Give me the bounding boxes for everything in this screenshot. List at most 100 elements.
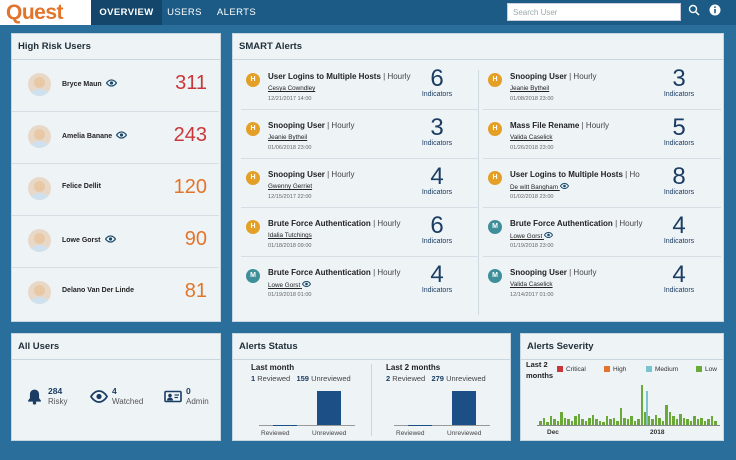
low-severity-bar[interactable] xyxy=(623,417,626,425)
low-severity-bar[interactable] xyxy=(574,416,577,425)
low-severity-bar[interactable] xyxy=(549,416,552,425)
low-severity-bar[interactable] xyxy=(560,412,563,425)
high-risk-user-row[interactable]: Amelia Banane 243 xyxy=(12,112,219,164)
info-icon[interactable] xyxy=(707,4,723,20)
low-severity-bar[interactable] xyxy=(605,416,608,425)
high-risk-user-row[interactable]: Felice Dellit 120 xyxy=(12,164,219,216)
low-severity-bar[interactable] xyxy=(658,417,661,425)
low-severity-bar[interactable] xyxy=(542,417,545,425)
high-risk-user-row[interactable]: Delano Van Der Linde 81 xyxy=(12,268,219,320)
watched-eye-icon[interactable] xyxy=(116,131,128,141)
low-severity-bar[interactable] xyxy=(679,413,682,425)
low-severity-bar[interactable] xyxy=(595,419,598,425)
low-severity-bar[interactable] xyxy=(567,419,570,425)
low-severity-bar[interactable] xyxy=(577,413,580,425)
user-name[interactable]: Bryce Maun xyxy=(62,79,117,89)
low-severity-bar[interactable] xyxy=(588,417,591,425)
user-name[interactable]: Delano Van Der Linde xyxy=(62,287,134,294)
watched-eye-icon[interactable] xyxy=(543,231,554,240)
alert-title[interactable]: Snooping User | Hourly xyxy=(268,170,355,179)
low-severity-bar[interactable] xyxy=(539,420,542,425)
legend-high[interactable]: High xyxy=(604,366,626,373)
search-icon[interactable] xyxy=(686,4,702,20)
low-severity-bar[interactable] xyxy=(665,405,668,425)
legend-low[interactable]: Low xyxy=(696,366,717,373)
tab-alerts[interactable]: ALERTS xyxy=(216,7,257,18)
reviewed-bar[interactable] xyxy=(273,424,297,425)
alert-title[interactable]: Brute Force Authentication | Hourly xyxy=(510,219,643,228)
user-name[interactable]: Amelia Banane xyxy=(62,131,128,141)
smart-alert-item[interactable]: M Brute Force Authentication | Hourly Lowe… xyxy=(483,209,721,257)
alert-user-link[interactable]: Jeanie Bytheil xyxy=(268,134,308,141)
watched-eye-icon[interactable] xyxy=(105,79,117,89)
low-severity-bar[interactable] xyxy=(612,417,615,425)
low-severity-bar[interactable] xyxy=(647,416,650,425)
alert-title[interactable]: User Logins to Multiple Hosts | Ho xyxy=(510,170,640,179)
alert-title[interactable]: Snooping User | Hourly xyxy=(510,72,597,81)
low-severity-bar[interactable] xyxy=(693,416,696,425)
low-severity-bar[interactable] xyxy=(675,419,678,425)
low-severity-bar[interactable] xyxy=(630,416,633,425)
alert-title[interactable]: Brute Force Authentication | Hourly xyxy=(268,219,401,228)
high-risk-user-row[interactable]: Lowe Gorst 90 xyxy=(12,216,219,268)
quest-logo[interactable]: Quest xyxy=(0,0,91,25)
low-severity-bar[interactable] xyxy=(546,422,549,425)
alert-user-link[interactable]: Valida Caselick xyxy=(510,134,553,141)
low-severity-bar[interactable] xyxy=(633,420,636,425)
low-severity-bar[interactable] xyxy=(609,419,612,425)
watched-eye-icon[interactable] xyxy=(104,235,116,245)
alert-title[interactable]: Snooping User | Hourly xyxy=(268,121,355,130)
alert-user-link[interactable]: De witt Bangham xyxy=(510,182,569,191)
alert-user-link[interactable]: Lowe Gorst xyxy=(268,280,312,289)
reviewed-bar[interactable] xyxy=(408,424,432,425)
low-severity-bar[interactable] xyxy=(651,419,654,425)
alert-title[interactable]: User Logins to Multiple Hosts | Hourly xyxy=(268,72,411,81)
low-severity-bar[interactable] xyxy=(682,417,685,425)
alert-user-link[interactable]: Cesya Cowndley xyxy=(268,85,316,92)
low-severity-bar[interactable] xyxy=(602,422,605,425)
low-severity-bar[interactable] xyxy=(700,417,703,425)
medium-severity-bar[interactable] xyxy=(645,390,648,425)
unreviewed-bar[interactable] xyxy=(317,391,341,425)
low-severity-bar[interactable] xyxy=(581,419,584,425)
low-severity-bar[interactable] xyxy=(591,415,594,425)
low-severity-bar[interactable] xyxy=(710,416,713,425)
low-severity-bar[interactable] xyxy=(619,407,622,425)
alert-title[interactable]: Mass File Rename | Hourly xyxy=(510,121,610,130)
alert-user-link[interactable]: Gwenny Gerriet xyxy=(268,183,313,190)
low-severity-bar[interactable] xyxy=(703,420,706,425)
alert-user-link[interactable]: Lowe Gorst xyxy=(510,231,554,240)
alert-user-link[interactable]: Idalia Tutchings xyxy=(268,232,312,239)
low-severity-bar[interactable] xyxy=(686,419,689,425)
search-input[interactable] xyxy=(507,3,681,21)
tab-users[interactable]: USERS xyxy=(167,7,202,18)
low-severity-bar[interactable] xyxy=(696,419,699,425)
low-severity-bar[interactable] xyxy=(626,419,629,425)
smart-alert-item[interactable]: M Brute Force Authentication | Hourly Lowe… xyxy=(241,258,479,306)
alert-title[interactable]: Brute Force Authentication | Hourly xyxy=(268,268,401,277)
low-severity-bar[interactable] xyxy=(556,420,559,425)
watched-eye-icon[interactable] xyxy=(559,182,569,191)
low-severity-bar[interactable] xyxy=(644,412,647,425)
user-name[interactable]: Felice Dellit xyxy=(62,183,101,190)
smart-alert-item[interactable]: H Brute Force Authentication | Hourly Idal… xyxy=(241,209,479,257)
low-severity-bar[interactable] xyxy=(707,419,710,425)
legend-medium[interactable]: Medium xyxy=(646,366,678,373)
alert-user-link[interactable]: Valida Caselick xyxy=(510,281,553,288)
low-severity-bar[interactable] xyxy=(668,412,671,425)
watched-eye-icon[interactable] xyxy=(301,280,312,289)
low-severity-bar[interactable] xyxy=(640,385,643,425)
low-severity-bar[interactable] xyxy=(672,416,675,425)
low-severity-bar[interactable] xyxy=(553,419,556,425)
smart-alert-item[interactable]: H Snooping User | Hourly Jeanie Bytheil 01/… xyxy=(241,111,479,159)
unreviewed-bar[interactable] xyxy=(452,391,476,425)
low-severity-bar[interactable] xyxy=(570,420,573,425)
low-severity-bar[interactable] xyxy=(598,420,601,425)
alert-user-link[interactable]: Jeanie Bytheil xyxy=(510,85,550,92)
low-severity-bar[interactable] xyxy=(563,417,566,425)
alert-title[interactable]: Snooping User | Hourly xyxy=(510,268,597,277)
smart-alert-item[interactable]: H Mass File Rename | Hourly Valida Caselic… xyxy=(483,111,721,159)
smart-alert-item[interactable]: H User Logins to Multiple Hosts | Hourly C… xyxy=(241,62,479,110)
smart-alert-item[interactable]: H User Logins to Multiple Hosts | Ho De wi… xyxy=(483,160,721,208)
smart-alert-item[interactable]: M Snooping User | Hourly Valida Caselick 12… xyxy=(483,258,721,306)
